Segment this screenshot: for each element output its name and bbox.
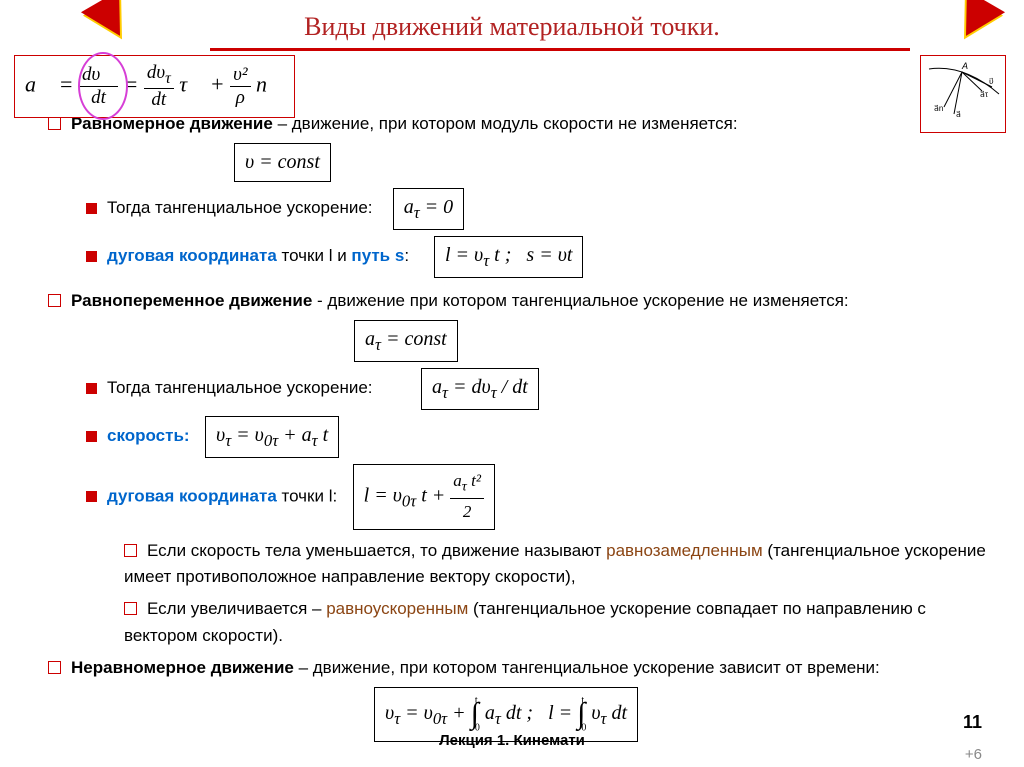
s1-f3: l = υτ t ; s = υt [434,236,584,278]
s2-f3: υτ = υ0τ + aτ t [205,416,339,458]
s1-l2d: : [404,246,409,265]
s2-f1: aτ = const [354,320,458,362]
svg-text:a⃗τ: a⃗τ [980,90,989,99]
footer: Лекция 1. Кинемати [0,732,1024,749]
svg-text:A: A [961,61,968,71]
bullet-hollow-icon [48,661,61,674]
s2-l3b: точки l: [277,486,337,505]
highlight-circle [78,52,128,120]
main-formula: a⃗ = dυ⃗dt = dυτdt τ⃗ + υ²ρ n⃗ [14,55,295,118]
vector-diagram: A υ⃗ a⃗τ a⃗ a⃗n [920,55,1006,133]
divider [210,48,910,51]
bullet-hollow-icon [124,602,137,615]
bullet-solid-icon [86,491,97,502]
plus-counter: +6 [965,746,982,763]
s4-heading: Неравномерное движение [71,658,294,677]
s3-l1b: равнозамедленным [606,541,763,560]
s3-l1a: Если скорость тела уменьшается, то движе… [147,541,606,560]
bullet-solid-icon [86,203,97,214]
s3-l2b: равноускоренным [326,599,468,618]
s2-heading: Равнопеременное движение [71,291,312,310]
s1-l2a: дуговая координата [107,246,277,265]
content: Равномерное движение – движение, при кот… [0,111,1024,742]
s1-l1: Тогда тангенциальное ускорение: [107,198,373,217]
s4-text: – движение, при котором тангенциальное у… [294,658,880,677]
s1-f2: aτ = 0 [393,188,464,230]
bullet-hollow-icon [124,544,137,557]
s2-l3a: дуговая координата [107,486,277,505]
s2-f2: aτ = dυτ / dt [421,368,539,410]
svg-text:a⃗n: a⃗n [934,104,943,113]
s1-l2b: точки l и [277,246,352,265]
s1-f1: υ = const [234,143,331,182]
page-number: 11 [963,712,982,733]
s2-l1: Тогда тангенциальное ускорение: [107,378,373,397]
bullet-solid-icon [86,431,97,442]
svg-text:a⃗: a⃗ [956,110,961,119]
s1-l2c: путь s [351,246,404,265]
bullet-hollow-icon [48,117,61,130]
bullet-solid-icon [86,251,97,262]
s1-text: – движение, при котором модуль скорости … [273,114,738,133]
svg-text:υ⃗: υ⃗ [989,77,994,86]
s2-l2: скорость: [107,426,190,445]
s2-text: - движение при котором тангенциальное ус… [312,291,848,310]
page-title: Виды движений материальной точки. [0,0,1024,42]
s3-l2a: Если увеличивается – [147,599,326,618]
s2-f4: l = υ0τ t + aτ t²2 [353,464,495,530]
bullet-hollow-icon [48,294,61,307]
bullet-solid-icon [86,383,97,394]
